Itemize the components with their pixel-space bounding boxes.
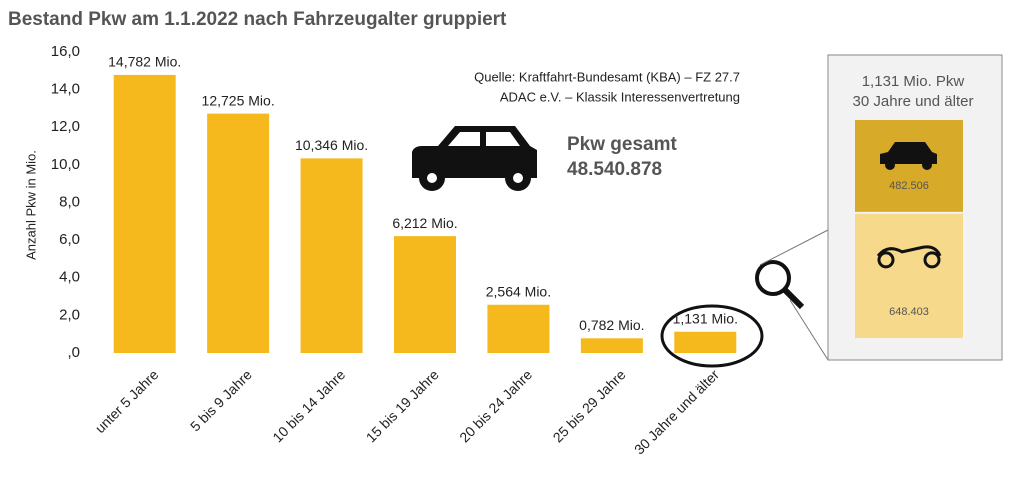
- icon-body: [880, 142, 937, 164]
- source: ADAC e.V. – Klassik Interessenvertretung: [500, 89, 740, 104]
- inset-segment: [855, 120, 963, 212]
- bar: [580, 338, 643, 353]
- inset-title: 1,131 Mio. Pkw: [862, 73, 965, 90]
- y-tick-label: 12,0: [51, 118, 80, 135]
- connector: [789, 299, 829, 361]
- value-label: 14,782 Mio.: [108, 54, 181, 70]
- x-tick-label: 10 bis 14 Jahre: [269, 366, 348, 445]
- inset-value-label: 648.403: [889, 306, 929, 318]
- value-label: 6,212 Mio.: [392, 215, 457, 231]
- y-tick-label: 6,0: [59, 231, 80, 248]
- total-value: 48.540.878: [567, 159, 662, 180]
- x-tick-label: 20 bis 24 Jahre: [456, 366, 535, 445]
- y-tick-label: 4,0: [59, 269, 80, 286]
- x-tick-label: 15 bis 19 Jahre: [363, 366, 442, 445]
- classic-car-icon: [876, 245, 942, 269]
- x-tick-label: 25 bis 29 Jahre: [550, 366, 629, 445]
- icon-body: [876, 245, 942, 257]
- inset-subtitle: 30 Jahre und älter: [853, 93, 974, 110]
- highlight-ellipse: [660, 304, 764, 368]
- y-tick-label: 14,0: [51, 81, 80, 98]
- value-label: 2,564 Mio.: [486, 283, 551, 299]
- bar: [207, 113, 270, 354]
- y-tick-label: 2,0: [59, 306, 80, 323]
- source: Quelle: Kraftfahrt-Bundesamt (KBA) – FZ …: [474, 69, 740, 84]
- value-label: 12,725 Mio.: [202, 92, 275, 108]
- inset-value-label: 482.506: [889, 180, 929, 192]
- y-tick-label: 10,0: [51, 156, 80, 173]
- icon-wheel: [877, 251, 895, 269]
- value-label: 1,131 Mio.: [673, 310, 738, 326]
- bar: [487, 304, 550, 353]
- total-label: Pkw gesamt: [567, 134, 677, 155]
- inset-segment: [855, 213, 963, 338]
- car-icon: [412, 126, 537, 191]
- value-label: 0,782 Mio.: [579, 317, 644, 333]
- x-tick-label: 30 Jahre und älter: [631, 366, 722, 457]
- car-icon: [880, 142, 937, 170]
- bar: [394, 236, 456, 353]
- x-tick-label: 5 bis 9 Jahre: [187, 366, 255, 434]
- magnifier: [755, 260, 805, 310]
- chart-title: Bestand Pkw am 1.1.2022 nach Fahrzeugalt…: [8, 9, 507, 30]
- value-label: 10,346 Mio.: [295, 137, 368, 153]
- x-tick-label: unter 5 Jahre: [92, 366, 162, 436]
- y-tick-label: 16,0: [51, 43, 80, 60]
- y-tick-label: ,0: [67, 344, 80, 361]
- y-tick-label: 8,0: [59, 193, 80, 210]
- bar: [674, 331, 737, 353]
- icon-wheel: [922, 160, 932, 170]
- bar: [300, 158, 363, 353]
- icon-wheel: [923, 251, 941, 269]
- connector: [759, 229, 829, 266]
- y-axis-label: Anzahl Pkw in Mio.: [23, 150, 38, 260]
- bar: [113, 74, 176, 353]
- icon-wheel: [885, 160, 895, 170]
